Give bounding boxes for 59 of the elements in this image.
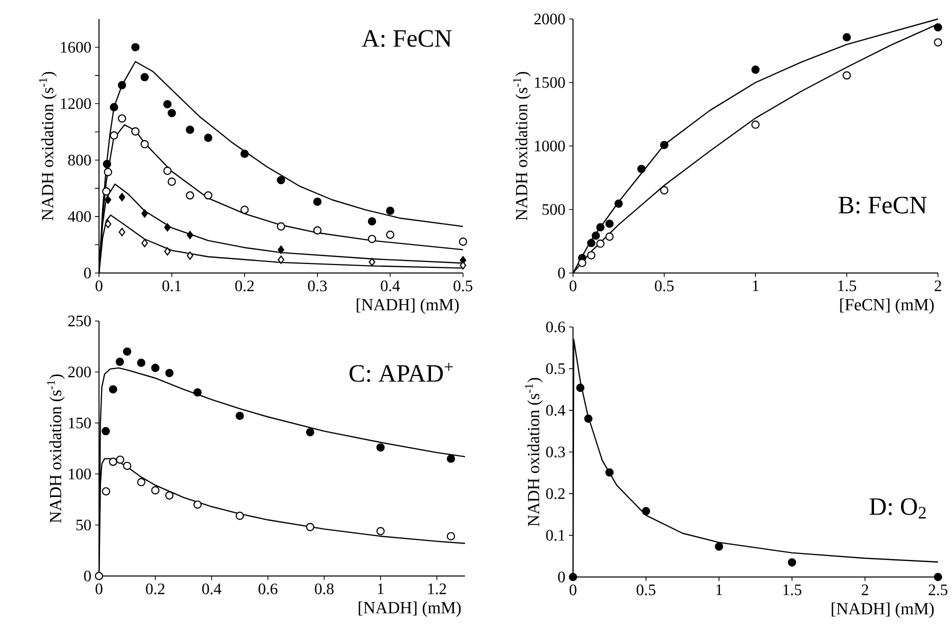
x-tick-label: 1.5: [838, 280, 856, 292]
x-tick-label: 2.5: [928, 584, 948, 596]
y-tick-label: 0.3: [546, 446, 565, 458]
x-tick-label: 0.5: [636, 584, 656, 596]
x-tick-label: 1.5: [783, 584, 802, 596]
y-tick-label: 1200: [61, 98, 91, 110]
y-tick-label: 0.4: [546, 404, 566, 416]
x-tick-label: 0.8: [314, 584, 334, 594]
y-tick-label: 400: [68, 211, 91, 222]
y-tick-label: 0.5: [546, 363, 565, 374]
y-tick-label: 0: [558, 572, 565, 582]
annotation: D: O$_{2}$: [870, 498, 926, 518]
y-tick-label: 0.1: [546, 530, 565, 541]
x-tick-label: 0.2: [146, 584, 164, 594]
x-tick-label: 0.4: [202, 584, 222, 594]
x-tick-label: 1: [378, 584, 384, 594]
y-tick-label: 0: [84, 570, 91, 582]
x-tick-label: 0: [96, 280, 102, 292]
x-tick-label: 0.5: [654, 280, 674, 292]
y-tick-label: 1600: [61, 42, 91, 53]
y-axis-title: NADH oxidation (s$^{-1}$): [525, 378, 543, 526]
y-axis-title: NADH oxidation (s$^{-1}$): [513, 72, 531, 220]
y-tick-label: 500: [542, 204, 565, 215]
y-axis-title: NADH oxidation (s$^{-1}$): [47, 374, 65, 523]
x-tick-label: 0: [96, 584, 102, 594]
x-axis-title: [NADH] (mM): [356, 298, 459, 314]
annotation: A: FeCN: [362, 30, 452, 47]
y-tick-label: 150: [68, 418, 91, 428]
x-tick-label: 1: [716, 584, 722, 596]
y-tick-label: 200: [68, 366, 91, 378]
x-tick-label: 2: [862, 584, 868, 596]
y-axis-title: NADH oxidation (s$^{-1}$): [39, 72, 57, 220]
annotation: B: FeCN: [838, 196, 927, 214]
y-tick-label: 1500: [535, 77, 565, 88]
y-tick-label: 0: [558, 268, 565, 278]
annotation: C: APAD$^{+}$: [350, 362, 453, 382]
x-tick-label: 0.6: [258, 584, 278, 594]
x-tick-label: 0.2: [235, 280, 254, 292]
x-tick-label: 0: [570, 584, 576, 596]
y-tick-label: 2000: [534, 14, 565, 24]
y-tick-label: 0.2: [546, 488, 565, 500]
x-axis-title: [NADH] (mM): [358, 602, 461, 617]
x-tick-label: 0.3: [308, 280, 327, 292]
x-tick-label: 2: [934, 280, 942, 292]
y-tick-label: 0: [84, 268, 91, 278]
x-axis-title: [NADH] (mM): [832, 602, 934, 618]
x-tick-label: 0.5: [454, 280, 472, 292]
x-tick-label: 1: [752, 280, 759, 292]
x-tick-label: 0: [570, 280, 576, 292]
y-tick-label: 0.6: [546, 322, 566, 332]
x-tick-label: 0.4: [380, 280, 400, 292]
y-tick-label: 1000: [535, 140, 565, 152]
x-tick-label: 1.2: [428, 584, 446, 594]
y-tick-label: 50: [76, 520, 91, 530]
x-axis-title: [FeCN] (mM): [840, 298, 934, 314]
y-tick-label: 250: [68, 316, 91, 326]
y-tick-label: 100: [68, 468, 91, 480]
x-tick-label: 0.1: [162, 280, 181, 292]
y-tick-label: 800: [68, 154, 91, 166]
